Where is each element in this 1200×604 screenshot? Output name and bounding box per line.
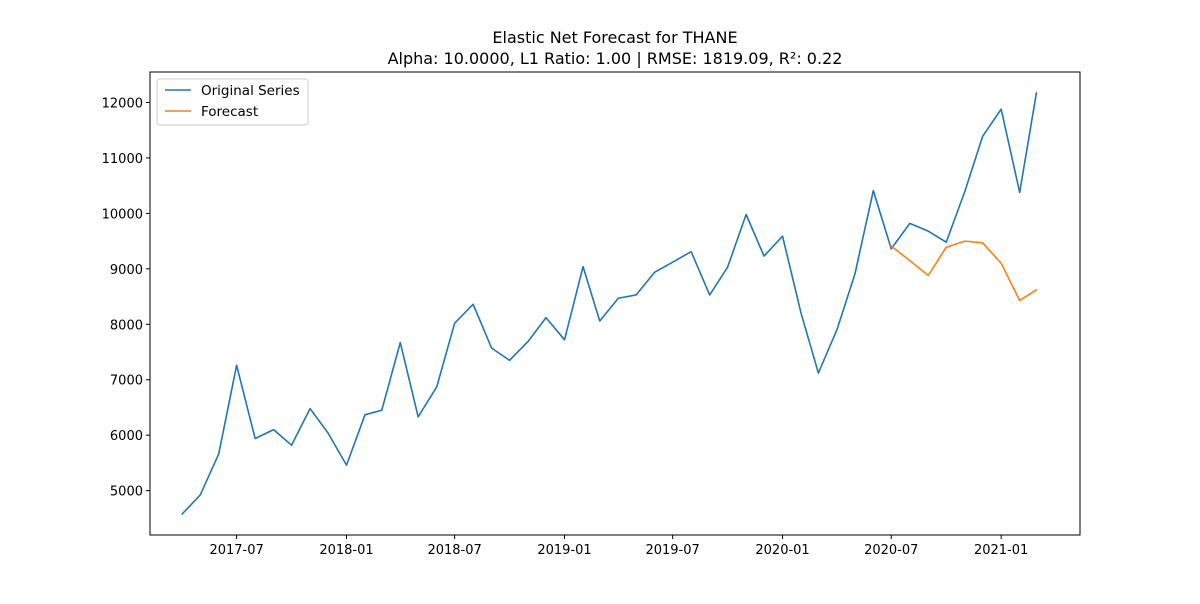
data-point-forecast [999, 261, 1003, 265]
data-point-original-series [235, 363, 239, 367]
y-tick-label: 12000 [102, 96, 143, 111]
plot-area [180, 91, 1038, 516]
data-point-forecast [981, 241, 985, 245]
x-tick-label: 2020-07 [864, 543, 918, 558]
legend-label-original: Original Series [201, 83, 300, 99]
data-point-forecast [889, 244, 893, 248]
data-point-original-series [345, 463, 349, 467]
data-point-original-series [908, 221, 912, 225]
data-point-original-series [308, 407, 312, 411]
data-point-original-series [326, 431, 330, 435]
data-point-forecast [926, 274, 930, 278]
series-line-original-series [181, 92, 1038, 516]
data-point-original-series [544, 316, 548, 320]
data-point-original-series [598, 319, 602, 323]
data-point-original-series [762, 254, 766, 258]
data-point-original-series [398, 341, 402, 345]
data-point-forecast [908, 259, 912, 263]
data-point-original-series [363, 413, 367, 417]
data-point-original-series [253, 437, 257, 441]
data-point-original-series [1034, 91, 1038, 95]
data-point-original-series [563, 338, 567, 342]
data-point-forecast [1018, 298, 1022, 302]
data-point-original-series [180, 512, 184, 516]
data-point-original-series [1018, 190, 1022, 194]
data-point-original-series [963, 190, 967, 194]
y-tick-label: 8000 [110, 318, 143, 333]
x-tick-label: 2018-01 [319, 543, 373, 558]
data-point-original-series [835, 328, 839, 332]
data-point-original-series [726, 265, 730, 269]
data-point-original-series [290, 443, 294, 447]
chart-title: Elastic Net Forecast for THANE [492, 28, 737, 47]
data-point-original-series [471, 302, 475, 306]
data-point-original-series [816, 371, 820, 375]
data-point-original-series [871, 189, 875, 193]
y-tick-label: 11000 [102, 152, 143, 167]
legend-label-forecast: Forecast [201, 104, 258, 120]
data-point-original-series [671, 260, 675, 264]
x-tick-label: 2018-07 [427, 543, 481, 558]
data-point-original-series [453, 321, 457, 325]
data-point-original-series [634, 293, 638, 297]
data-point-original-series [380, 408, 384, 412]
data-point-original-series [416, 415, 420, 419]
data-point-original-series [526, 339, 530, 343]
data-point-original-series [853, 272, 857, 276]
x-tick-label: 2017-07 [209, 543, 263, 558]
data-point-forecast [944, 245, 948, 249]
x-tick-label: 2019-07 [645, 543, 699, 558]
data-point-original-series [435, 385, 439, 389]
data-point-original-series [781, 234, 785, 238]
data-point-original-series [999, 107, 1003, 111]
y-tick-label: 9000 [110, 263, 143, 278]
data-point-original-series [616, 296, 620, 300]
data-point-original-series [272, 428, 276, 432]
y-tick-label: 10000 [102, 207, 143, 222]
x-tick-label: 2020-01 [755, 543, 809, 558]
plot-frame [149, 71, 1081, 536]
data-point-original-series [490, 346, 494, 350]
y-tick-label: 5000 [110, 485, 143, 500]
data-point-original-series [926, 229, 930, 233]
data-point-original-series [744, 213, 748, 217]
x-tick-label: 2021-01 [974, 543, 1028, 558]
axes: 2017-07 2018-01 2018-07 2019-01 2019-07 2020-… [102, 96, 1029, 558]
y-tick-label: 7000 [110, 374, 143, 389]
data-point-original-series [799, 311, 803, 315]
legend: Original Series Forecast [156, 78, 309, 126]
series-line-forecast [890, 240, 1038, 302]
data-point-original-series [981, 134, 985, 138]
legend-box [156, 78, 309, 126]
chart-subtitle: Alpha: 10.0000, L1 Ratio: 1.00 | RMSE: 1… [388, 49, 843, 68]
x-tick-label: 2019-01 [537, 543, 591, 558]
data-point-original-series [689, 250, 693, 254]
data-point-original-series [944, 240, 948, 244]
data-point-forecast [963, 239, 967, 243]
y-tick-label: 6000 [110, 429, 143, 444]
data-point-forecast [1034, 288, 1038, 292]
data-point-original-series [581, 265, 585, 269]
data-point-original-series [708, 293, 712, 297]
data-point-original-series [508, 358, 512, 362]
data-point-original-series [653, 270, 657, 274]
data-point-original-series [217, 452, 221, 456]
data-point-original-series [198, 493, 202, 497]
